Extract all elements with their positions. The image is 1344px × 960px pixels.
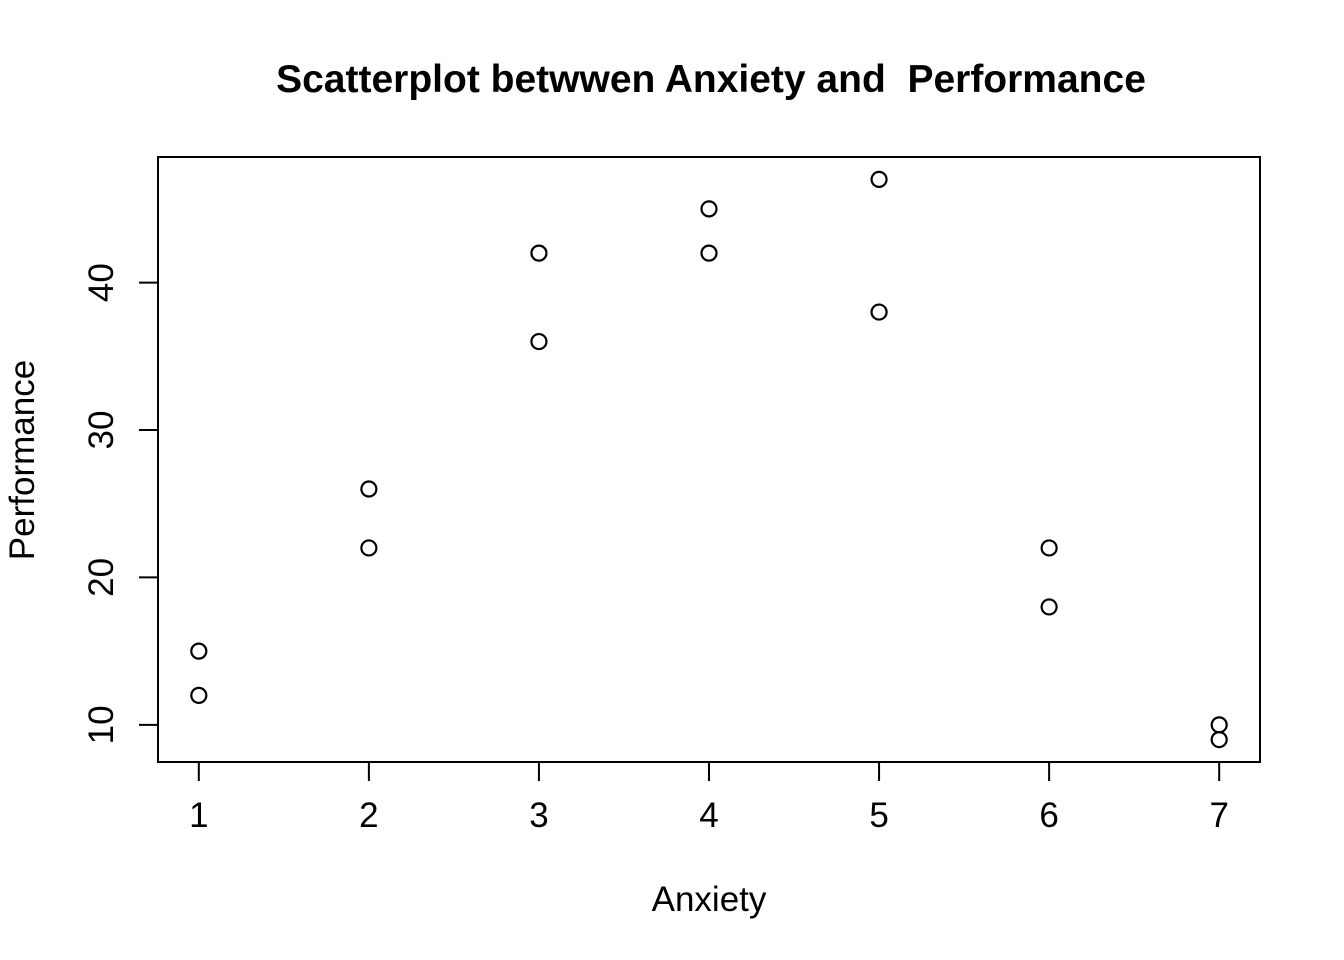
chart-title: Scatterplot betwwen Anxiety and Performa…: [276, 58, 1146, 101]
data-point: [870, 303, 888, 321]
y-tick-label: 20: [82, 558, 121, 597]
y-axis-label: Performance: [3, 360, 42, 560]
data-point: [190, 686, 208, 704]
data-point: [530, 332, 548, 351]
x-axis-ticks: 1 2 3 4 5 6 7: [189, 762, 1229, 835]
data-point: [530, 244, 548, 262]
y-tick-label: 30: [82, 411, 121, 450]
data-point: [870, 170, 888, 189]
x-axis-label: Anxiety: [652, 880, 767, 919]
x-tick-label: 1: [189, 796, 208, 835]
data-point: [1210, 716, 1228, 734]
data-point: [190, 642, 208, 660]
x-tick-label: 5: [869, 796, 888, 835]
y-tick-label: 40: [82, 263, 121, 302]
data-point: [700, 244, 718, 262]
x-tick-label: 3: [529, 796, 548, 835]
data-point: [360, 539, 378, 557]
data-point: [1040, 598, 1058, 616]
x-tick-label: 7: [1209, 796, 1228, 835]
data-point: [360, 480, 378, 498]
data-point: [1210, 730, 1228, 749]
plot-box: [157, 156, 1261, 763]
plot-area: 1 2 3 4 5 6 7 10 20 30 40: [82, 156, 1261, 835]
x-tick-label: 4: [699, 796, 718, 835]
y-tick-label: 10: [82, 705, 121, 744]
data-point: [700, 200, 718, 218]
data-points: [190, 170, 1228, 749]
x-tick-label: 2: [359, 796, 378, 835]
x-tick-label: 6: [1039, 796, 1058, 835]
y-axis-ticks: 10 20 30 40: [82, 263, 158, 744]
data-point: [1040, 539, 1058, 557]
